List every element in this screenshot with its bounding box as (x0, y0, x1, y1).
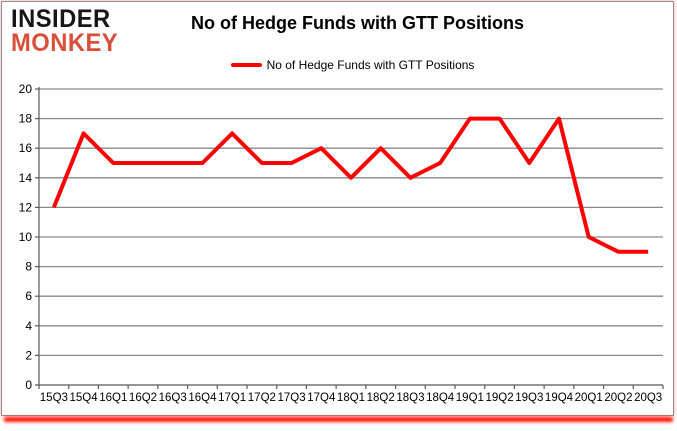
x-tick-label: 19Q1 (456, 392, 484, 404)
legend: No of Hedge Funds with GTT Positions (42, 58, 663, 72)
x-tick-label: 15Q3 (40, 392, 68, 404)
x-tick-label: 16Q2 (129, 392, 157, 404)
y-axis-labels: 0 2 4 6 8 10 12 14 16 18 20 (19, 82, 39, 392)
x-tick-label: 16Q1 (99, 392, 127, 404)
logo-monkey-text: MONKEY (11, 29, 119, 57)
x-tick-label: 17Q3 (278, 392, 306, 404)
x-tick-label: 20Q1 (575, 392, 603, 404)
y-tick-label: 6 (25, 289, 32, 303)
y-tick-label: 8 (25, 260, 32, 274)
x-tick-label: 19Q4 (545, 392, 574, 404)
y-tick-label: 4 (25, 319, 32, 333)
x-tick-label: 15Q4 (70, 392, 99, 404)
y-tick-label: 14 (19, 171, 33, 185)
x-tick-label: 17Q4 (307, 392, 336, 404)
x-axis-labels: 15Q3 15Q4 16Q1 16Q2 16Q3 16Q4 17Q1 17Q2 17Q3 17Q4… (38, 385, 664, 404)
x-tick-label: 20Q2 (604, 392, 632, 404)
x-tick-label: 18Q3 (396, 392, 424, 404)
data-line (52, 116, 649, 254)
x-tick-label: 18Q1 (337, 392, 365, 404)
chart-card: INSIDER MONKEY No of Hedge Funds with GT… (1, 1, 674, 416)
axes (38, 87, 663, 386)
chart-title: No of Hedge Funds with GTT Positions (191, 13, 524, 33)
y-tick-label: 10 (19, 230, 33, 244)
x-tick-label: 20Q3 (634, 392, 662, 404)
y-tick-label: 16 (19, 141, 33, 155)
red-shadow-bar (4, 417, 673, 422)
x-tick-label: 19Q2 (486, 392, 514, 404)
insider-monkey-logo: INSIDER MONKEY (11, 5, 124, 57)
x-tick-label: 19Q3 (515, 392, 543, 404)
y-tick-label: 20 (19, 82, 33, 96)
y-tick-label: 12 (19, 200, 33, 214)
y-gridlines (39, 88, 663, 357)
x-tick-label: 17Q1 (218, 392, 246, 404)
x-tick-label: 18Q2 (367, 392, 395, 404)
legend-label: No of Hedge Funds with GTT Positions (266, 58, 475, 72)
line-chart: 0 2 4 6 8 10 12 14 16 18 20 15Q3 15Q4 16Q1 16Q2 16Q3 16Q… (19, 82, 664, 404)
y-tick-label: 18 (19, 112, 33, 126)
x-tick-label: 18Q4 (426, 392, 455, 404)
x-tick-label: 16Q3 (159, 392, 187, 404)
logo-insider-text: INSIDER (11, 5, 111, 33)
x-tick-label: 17Q2 (248, 392, 276, 404)
x-tick-label: 16Q4 (188, 392, 217, 404)
y-tick-label: 2 (25, 348, 32, 362)
y-tick-label: 0 (25, 378, 32, 392)
legend-line-swatch (230, 63, 262, 67)
